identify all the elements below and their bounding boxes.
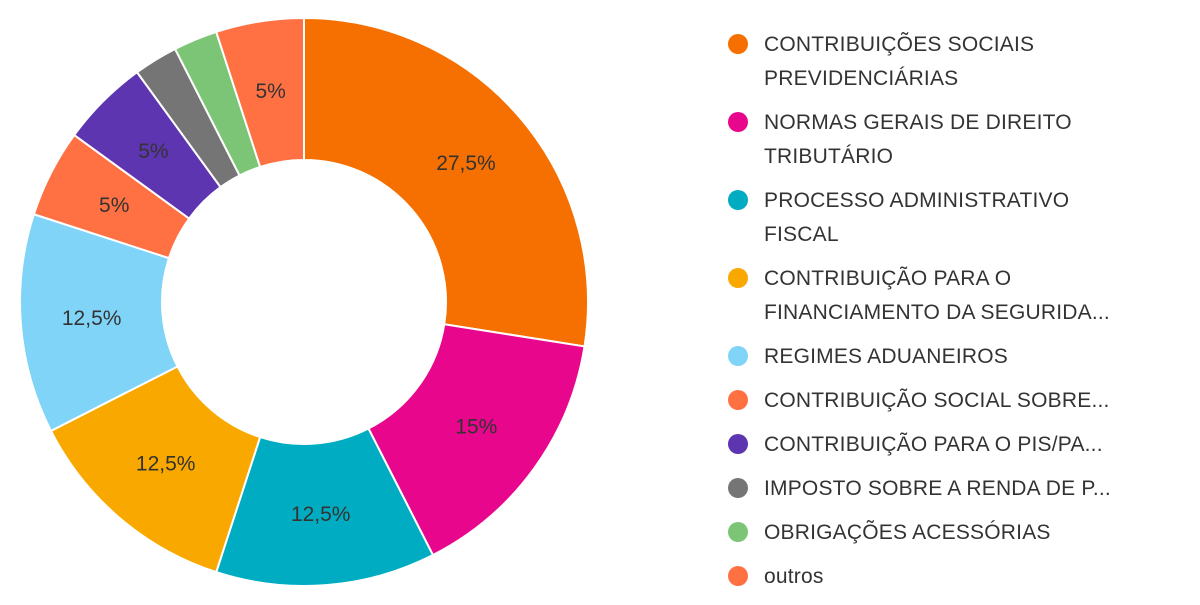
slice-label-4: 12,5%	[62, 307, 122, 330]
slice-0[interactable]	[303, 16, 589, 348]
legend-swatch-8	[728, 522, 748, 542]
chart-legend: CONTRIBUIÇÕES SOCIAIS PREVIDENCIÁRIAS NORM…	[728, 28, 1188, 604]
legend-label-2: PROCESSO ADMINISTRATIVO FISCAL	[764, 184, 1069, 252]
legend-label-3: CONTRIBUIÇÃO PARA O FINANCIAMENTO DA SEGU…	[764, 262, 1110, 330]
slices-group	[19, 16, 589, 587]
legend-item-8[interactable]: OBRIGAÇÕES ACESSÓRIAS	[728, 516, 1188, 550]
slice-labels-group: 27,5% 15% 12,5% 12,5% 12,5% 5% 5% 5%	[62, 80, 497, 526]
slice-label-5: 5%	[99, 194, 129, 217]
legend-line: PREVIDENCIÁRIAS	[764, 67, 959, 90]
legend-line: REGIMES ADUANEIROS	[764, 345, 1008, 368]
legend-label-5: CONTRIBUIÇÃO SOCIAL SOBRE...	[764, 384, 1110, 418]
slice-label-9: 5%	[255, 80, 285, 103]
legend-swatch-7	[728, 478, 748, 498]
legend-line: FINANCIAMENTO DA SEGURIDA...	[764, 301, 1110, 324]
slice-label-3: 12,5%	[136, 452, 196, 475]
legend-line: outros	[764, 565, 824, 588]
donut-chart: 27,5% 15% 12,5% 12,5% 12,5% 5% 5% 5%	[19, 16, 589, 587]
legend-swatch-9	[728, 566, 748, 586]
legend-swatch-1	[728, 112, 748, 132]
legend-item-9[interactable]: outros	[728, 560, 1188, 594]
legend-swatch-5	[728, 390, 748, 410]
slice-1[interactable]	[367, 323, 586, 557]
legend-label-4: REGIMES ADUANEIROS	[764, 340, 1008, 374]
legend-item-1[interactable]: NORMAS GERAIS DE DIREITO TRIBUTÁRIO	[728, 106, 1188, 174]
legend-label-8: OBRIGAÇÕES ACESSÓRIAS	[764, 516, 1051, 550]
legend-swatch-2	[728, 190, 748, 210]
legend-line: CONTRIBUIÇÃO SOCIAL SOBRE...	[764, 389, 1110, 412]
legend-line: IMPOSTO SOBRE A RENDA DE P...	[764, 477, 1111, 500]
legend-swatch-4	[728, 346, 748, 366]
legend-swatch-0	[728, 34, 748, 54]
slice-label-6: 5%	[138, 140, 168, 163]
legend-line: FISCAL	[764, 223, 839, 246]
legend-item-5[interactable]: CONTRIBUIÇÃO SOCIAL SOBRE...	[728, 384, 1188, 418]
legend-item-3[interactable]: CONTRIBUIÇÃO PARA O FINANCIAMENTO DA SEGU…	[728, 262, 1188, 330]
legend-label-6: CONTRIBUIÇÃO PARA O PIS/PA...	[764, 428, 1103, 462]
legend-label-7: IMPOSTO SOBRE A RENDA DE P...	[764, 472, 1111, 506]
legend-item-7[interactable]: IMPOSTO SOBRE A RENDA DE P...	[728, 472, 1188, 506]
legend-label-0: CONTRIBUIÇÕES SOCIAIS PREVIDENCIÁRIAS	[764, 28, 1034, 96]
legend-line: CONTRIBUIÇÕES SOCIAIS	[764, 33, 1035, 56]
slice-label-0: 27,5%	[436, 152, 496, 175]
legend-line: TRIBUTÁRIO	[764, 145, 894, 168]
legend-line: PROCESSO ADMINISTRATIVO	[764, 189, 1070, 212]
legend-label-1: NORMAS GERAIS DE DIREITO TRIBUTÁRIO	[764, 106, 1072, 174]
legend-line: OBRIGAÇÕES ACESSÓRIAS	[764, 521, 1051, 544]
slice-label-2: 12,5%	[291, 503, 351, 526]
legend-item-4[interactable]: REGIMES ADUANEIROS	[728, 340, 1188, 374]
legend-line: CONTRIBUIÇÃO PARA O	[764, 267, 1012, 290]
legend-item-0[interactable]: CONTRIBUIÇÕES SOCIAIS PREVIDENCIÁRIAS	[728, 28, 1188, 96]
legend-label-9: outros	[764, 560, 824, 594]
legend-swatch-3	[728, 268, 748, 288]
legend-line: CONTRIBUIÇÃO PARA O PIS/PA...	[764, 433, 1103, 456]
legend-line: NORMAS GERAIS DE DIREITO	[764, 111, 1072, 134]
legend-swatch-6	[728, 434, 748, 454]
legend-item-6[interactable]: CONTRIBUIÇÃO PARA O PIS/PA...	[728, 428, 1188, 462]
legend-item-2[interactable]: PROCESSO ADMINISTRATIVO FISCAL	[728, 184, 1188, 252]
slice-9[interactable]	[214, 16, 305, 169]
slice-label-1: 15%	[455, 416, 497, 439]
